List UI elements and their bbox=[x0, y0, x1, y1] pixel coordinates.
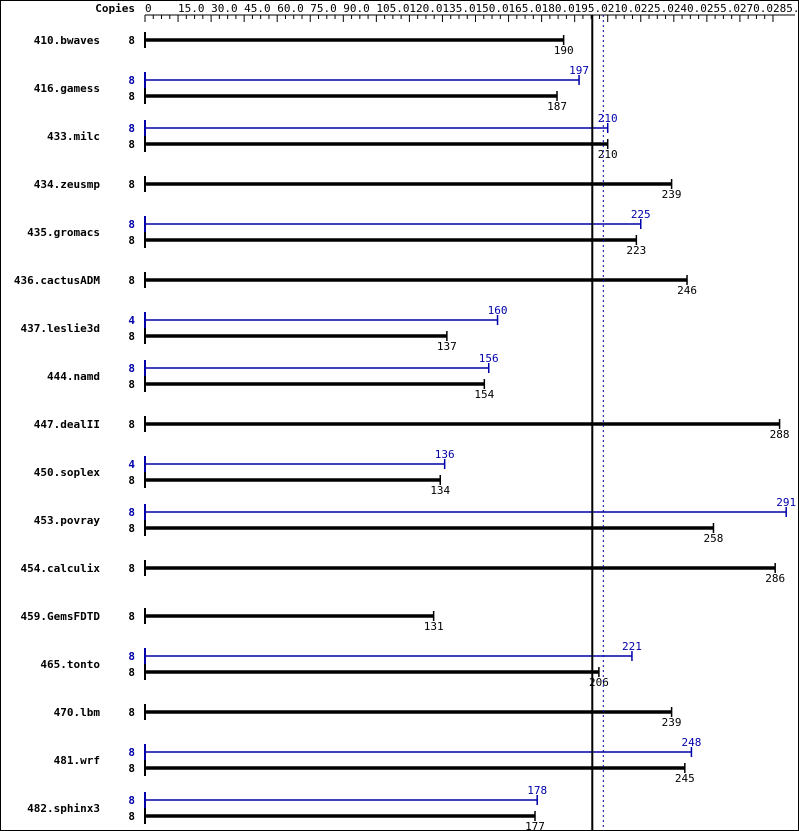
copies-header: Copies bbox=[95, 2, 135, 15]
base-copies: 8 bbox=[128, 810, 135, 823]
peak-value-label: 156 bbox=[479, 352, 499, 365]
x-axis-label: 0 bbox=[145, 2, 152, 15]
base-copies: 8 bbox=[128, 522, 135, 535]
benchmark-name: 459.GemsFDTD bbox=[21, 610, 101, 623]
base-copies: 8 bbox=[128, 610, 135, 623]
benchmark-name: 481.wrf bbox=[54, 754, 100, 767]
x-axis-label: 210.0 bbox=[608, 2, 641, 15]
benchmark-name: 436.cactusADM bbox=[14, 274, 100, 287]
base-value-label: 286 bbox=[765, 572, 785, 585]
base-copies: 8 bbox=[128, 474, 135, 487]
peak-copies: 8 bbox=[128, 122, 135, 135]
benchmark-name: 447.dealII bbox=[34, 418, 100, 431]
x-axis-label: 105.0 bbox=[376, 2, 409, 15]
peak-copies: 8 bbox=[128, 746, 135, 759]
base-value-label: 258 bbox=[704, 532, 724, 545]
benchmark-name: 470.lbm bbox=[54, 706, 101, 719]
benchmark-name: 433.milc bbox=[47, 130, 100, 143]
x-axis-label: 60.0 bbox=[277, 2, 304, 15]
benchmark-name: 444.namd bbox=[47, 370, 100, 383]
peak-copies: 8 bbox=[128, 362, 135, 375]
peak-value-label: 291 bbox=[776, 496, 796, 509]
chart-background bbox=[0, 0, 799, 831]
benchmark-name: 454.calculix bbox=[21, 562, 101, 575]
base-value-label: 134 bbox=[430, 484, 450, 497]
base-copies: 8 bbox=[128, 34, 135, 47]
base-copies: 8 bbox=[128, 274, 135, 287]
base-value-label: 288 bbox=[770, 428, 790, 441]
base-copies: 8 bbox=[128, 418, 135, 431]
x-axis-label: 150.0 bbox=[476, 2, 509, 15]
x-axis-label: 15.0 bbox=[178, 2, 205, 15]
base-value-label: 239 bbox=[662, 188, 682, 201]
base-value-label: 223 bbox=[626, 244, 646, 257]
benchmark-name: 465.tonto bbox=[40, 658, 100, 671]
benchmark-name: 450.soplex bbox=[34, 466, 101, 479]
x-axis-label: 30.0 bbox=[211, 2, 238, 15]
benchmark-name: 416.gamess bbox=[34, 82, 100, 95]
peak-value-label: 210 bbox=[598, 112, 618, 125]
x-axis-label: 90.0 bbox=[343, 2, 370, 15]
peak-copies: 4 bbox=[128, 458, 135, 471]
benchmark-name: 410.bwaves bbox=[34, 34, 100, 47]
base-copies: 8 bbox=[128, 706, 135, 719]
x-axis-label: 240.0 bbox=[674, 2, 707, 15]
benchmark-name: 435.gromacs bbox=[27, 226, 100, 239]
base-copies: 8 bbox=[128, 90, 135, 103]
base-copies: 8 bbox=[128, 666, 135, 679]
x-axis-label: 285.0 bbox=[773, 2, 799, 15]
x-axis-label: 225.0 bbox=[641, 2, 674, 15]
peak-value-label: 197 bbox=[569, 64, 589, 77]
base-value-label: 190 bbox=[554, 44, 574, 57]
base-value-label: 154 bbox=[474, 388, 494, 401]
base-value-label: 131 bbox=[424, 620, 444, 633]
benchmark-name: 453.povray bbox=[34, 514, 101, 527]
benchmark-name: 437.leslie3d bbox=[21, 322, 100, 335]
base-copies: 8 bbox=[128, 330, 135, 343]
peak-copies: 8 bbox=[128, 794, 135, 807]
benchmark-name: 434.zeusmp bbox=[34, 178, 101, 191]
peak-copies: 8 bbox=[128, 218, 135, 231]
peak-copies: 8 bbox=[128, 650, 135, 663]
base-copies: 8 bbox=[128, 378, 135, 391]
base-copies: 8 bbox=[128, 178, 135, 191]
x-axis-label: 75.0 bbox=[310, 2, 337, 15]
x-axis-label: 270.0 bbox=[740, 2, 773, 15]
base-value-label: 246 bbox=[677, 284, 697, 297]
base-copies: 8 bbox=[128, 138, 135, 151]
peak-copies: 8 bbox=[128, 74, 135, 87]
x-axis-label: 120.0 bbox=[409, 2, 442, 15]
peak-value-label: 136 bbox=[435, 448, 455, 461]
base-value-label: 187 bbox=[547, 100, 567, 113]
base-value-label: 245 bbox=[675, 772, 695, 785]
peak-value-label: 178 bbox=[527, 784, 547, 797]
base-copies: 8 bbox=[128, 234, 135, 247]
base-copies: 8 bbox=[128, 562, 135, 575]
peak-value-label: 160 bbox=[488, 304, 508, 317]
x-axis-label: 45.0 bbox=[244, 2, 270, 15]
x-axis-label: 165.0 bbox=[509, 2, 542, 15]
base-value-label: 239 bbox=[662, 716, 682, 729]
x-axis-label: 135.0 bbox=[442, 2, 475, 15]
peak-value-label: 221 bbox=[622, 640, 642, 653]
base-copies: 8 bbox=[128, 762, 135, 775]
peak-copies: 8 bbox=[128, 506, 135, 519]
base-value-label: 177 bbox=[525, 820, 545, 831]
peak-copies: 4 bbox=[128, 314, 135, 327]
specfp-rate-chart: Copies 0 15.0 30.0 45.0 60.0 75.0 90.0 105.0120.… bbox=[0, 0, 799, 831]
x-axis-label: 180.0 bbox=[542, 2, 575, 15]
x-axis-label: 255.0 bbox=[707, 2, 740, 15]
base-value-label: 210 bbox=[598, 148, 618, 161]
peak-value-label: 248 bbox=[682, 736, 702, 749]
x-axis-label: 195.0 bbox=[575, 2, 608, 15]
benchmark-name: 482.sphinx3 bbox=[27, 802, 100, 815]
peak-value-label: 225 bbox=[631, 208, 651, 221]
base-value-label: 137 bbox=[437, 340, 457, 353]
